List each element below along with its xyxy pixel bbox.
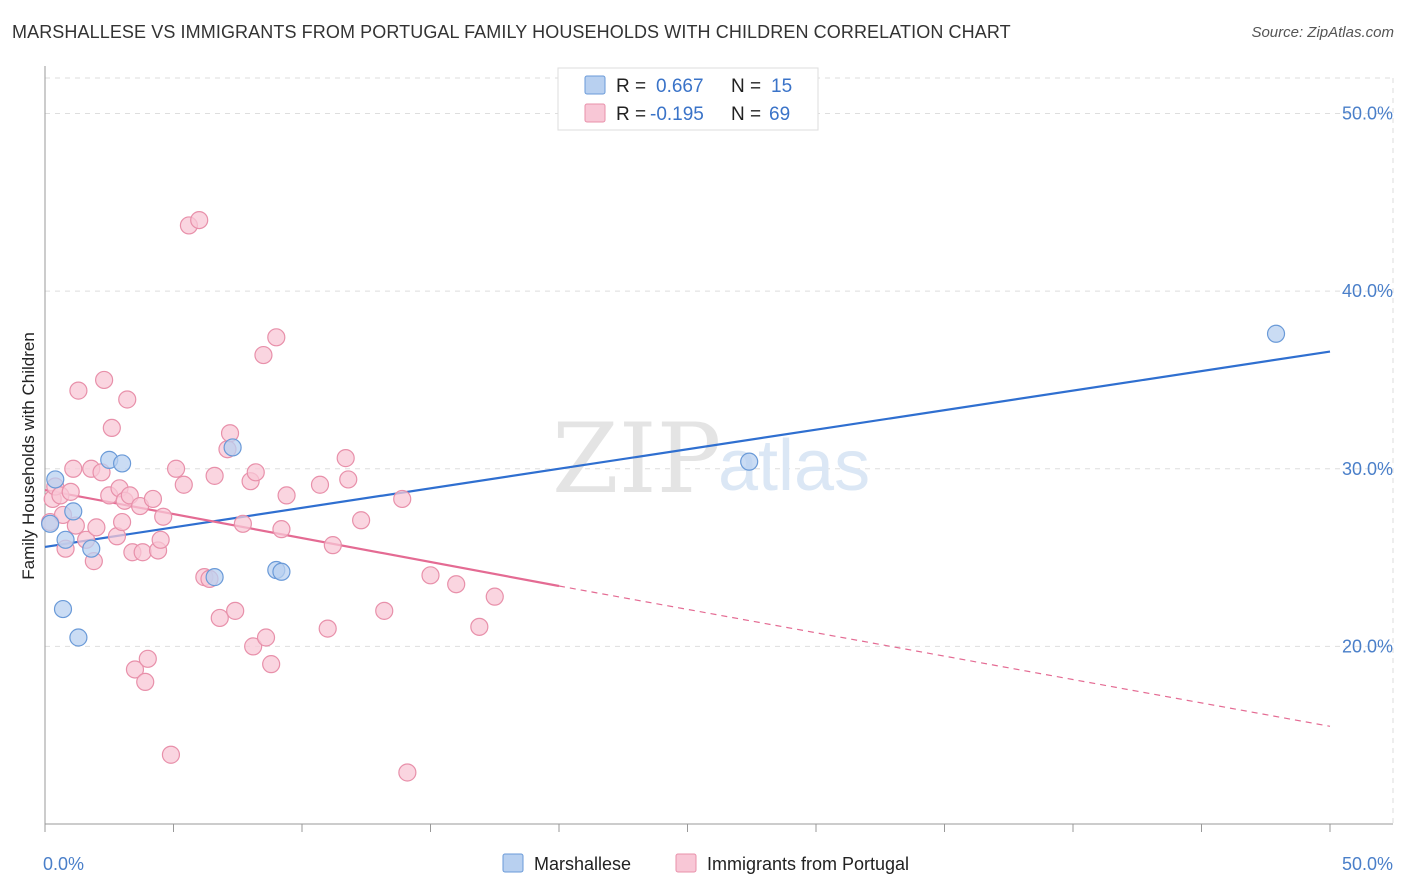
grid-lines: [45, 77, 1394, 824]
x-tick-label: 50.0%: [1342, 854, 1393, 874]
portugal-point: [154, 507, 173, 526]
portugal-point: [318, 619, 337, 638]
portugal-point: [166, 459, 186, 478]
legend-r-value: 0.667: [656, 76, 704, 97]
legend-n-value: 69: [769, 104, 790, 125]
legend-swatch-marshallese: [584, 75, 606, 95]
marshallese-point: [64, 502, 83, 521]
portugal-point: [375, 601, 394, 620]
portugal-point: [277, 486, 296, 505]
portugal-point: [210, 608, 229, 628]
portugal-point: [161, 745, 181, 764]
series-legend: Marshallese Immigrants from Portugal: [502, 853, 909, 874]
tick-labels: 20.0% 30.0% 40.0% 50.0% 0.0% 50.0%: [43, 104, 1393, 874]
marshallese-point: [41, 514, 60, 533]
legend-n-value: 15: [771, 76, 792, 97]
portugal-point: [112, 512, 132, 532]
marshallese-point: [1266, 324, 1286, 343]
x-tick-label: 0.0%: [43, 854, 84, 874]
portugal-point: [61, 482, 80, 501]
portugal-point: [272, 520, 291, 539]
portugal-point: [262, 655, 281, 674]
series-legend-swatch-marshallese: [502, 853, 524, 873]
marshallese-point: [112, 454, 132, 473]
portugal-point: [138, 649, 157, 668]
portugal-point: [133, 543, 152, 562]
marshallese-point: [82, 539, 101, 558]
watermark-atlas: atlas: [718, 426, 870, 506]
portugal-point: [267, 328, 286, 347]
legend-r-label: R =: [616, 104, 646, 125]
portugal-point: [136, 672, 155, 692]
legend-r-label: R =: [616, 76, 646, 97]
portugal-point: [118, 390, 137, 409]
portugal-point: [447, 575, 466, 594]
portugal-point: [323, 536, 342, 555]
portugal-point: [339, 470, 358, 489]
y-tick-label: 40.0%: [1342, 281, 1393, 301]
portugal-point: [233, 514, 252, 533]
portugal-point: [174, 475, 193, 494]
y-tick-label: 50.0%: [1342, 104, 1393, 124]
portugal-point: [398, 763, 417, 782]
portugal-point: [190, 210, 209, 230]
marshallese-point: [46, 470, 65, 489]
portugal-point: [352, 511, 371, 530]
portugal-point: [254, 345, 273, 365]
portugal-point: [485, 587, 504, 606]
marshallese-point: [272, 562, 291, 581]
portugal-point: [310, 475, 330, 494]
legend-n-label: N =: [731, 104, 761, 125]
axes: [44, 66, 1393, 832]
portugal-point: [95, 370, 114, 390]
source-label: Source: ZipAtlas.com: [1251, 24, 1394, 41]
marshallese-point: [740, 452, 759, 471]
series-legend-label-portugal: Immigrants from Portugal: [707, 854, 909, 874]
legend-r-value: -0.195: [650, 104, 704, 125]
series-legend-label-marshallese: Marshallese: [534, 854, 631, 874]
y-tick-label: 20.0%: [1342, 636, 1393, 656]
legend-swatch-portugal: [584, 103, 606, 123]
marshallese-point: [56, 530, 75, 549]
watermark-zip: ZIP: [552, 403, 721, 515]
y-tick-label: 30.0%: [1342, 459, 1393, 479]
legend-n-label: N =: [731, 76, 761, 97]
portugal-point: [336, 449, 355, 468]
stats-legend: R = 0.667 N = 15 R = -0.195 N = 69: [557, 67, 819, 131]
marshallese-point: [205, 568, 224, 587]
marshallese-point: [53, 599, 73, 619]
marshallese-trend-line: [44, 350, 1331, 549]
portugal-point: [125, 660, 145, 679]
portugal-point: [87, 518, 106, 537]
portugal-point: [205, 466, 224, 485]
portugal-trend-line-extrapolated: [558, 585, 1331, 727]
portugal-point: [226, 601, 245, 620]
portugal-point: [244, 637, 263, 656]
portugal-point: [470, 617, 489, 636]
marshallese-point: [69, 628, 88, 647]
portugal-point: [143, 489, 163, 509]
portugal-point: [421, 566, 440, 585]
y-axis-label: Family Households with Children: [19, 332, 38, 580]
portugal-point: [64, 459, 83, 478]
portugal-point: [69, 381, 88, 400]
portugal-point: [256, 628, 276, 647]
portugal-point: [246, 463, 265, 482]
portugal-point: [102, 418, 121, 438]
series-legend-swatch-portugal: [675, 853, 697, 873]
chart-title: MARSHALLESE VS IMMIGRANTS FROM PORTUGAL …: [12, 22, 1011, 42]
data-points: [41, 210, 1286, 782]
portugal-point: [393, 489, 412, 509]
marshallese-point: [223, 438, 242, 457]
portugal-point: [151, 530, 170, 549]
